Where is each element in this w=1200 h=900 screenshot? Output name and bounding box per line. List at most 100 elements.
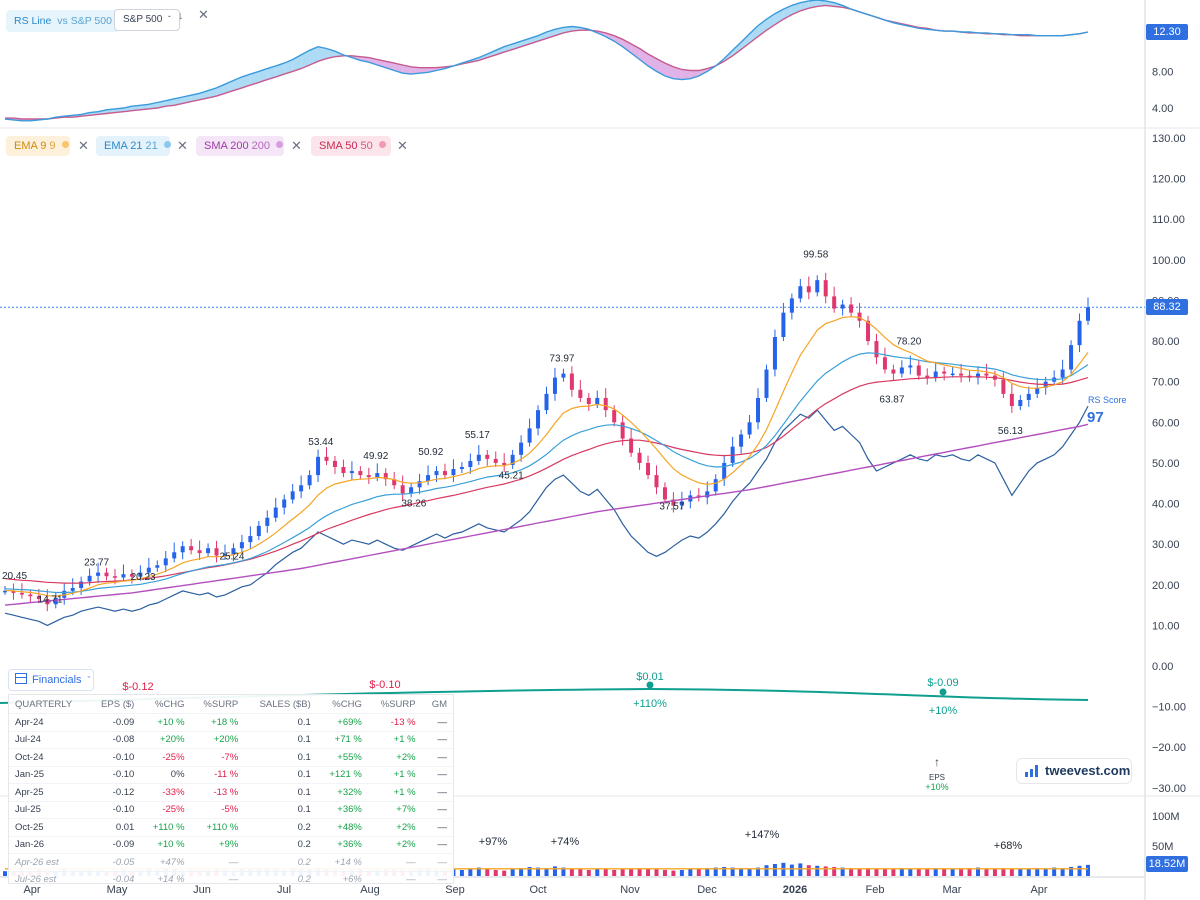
rs-line bbox=[4, 0, 1089, 122]
candle-body bbox=[96, 572, 101, 576]
table-cell: 0.1 bbox=[244, 748, 317, 766]
volume-bar bbox=[764, 865, 769, 876]
table-row[interactable]: Jul-24 -0.08 +20% +20% 0.1 +71 % +1 % — bbox=[9, 730, 453, 749]
volume-pct-label: +97% bbox=[479, 836, 508, 848]
price-label: 38.26 bbox=[401, 499, 426, 510]
volume-bar bbox=[722, 867, 727, 876]
table-cell: -0.10 bbox=[88, 748, 141, 766]
candle-body bbox=[493, 458, 498, 463]
rs-fill-segment bbox=[817, 0, 826, 7]
volume-bar bbox=[519, 868, 524, 876]
ema21-chip[interactable]: EMA 21 21 bbox=[96, 136, 171, 156]
candle-body bbox=[332, 460, 337, 467]
volume-bar bbox=[984, 868, 989, 876]
volume-bar bbox=[1018, 869, 1023, 876]
volume-axis-tick: 100M bbox=[1152, 811, 1180, 823]
volume-bar bbox=[815, 865, 820, 876]
table-row[interactable]: Jan-25 -0.10 0% -11 % 0.1 +121 % +1 % — bbox=[9, 765, 453, 784]
table-cell: -0.04 bbox=[88, 870, 141, 888]
arrow-down-icon[interactable]: ↓ bbox=[178, 10, 184, 22]
close-ema9-icon[interactable]: ✕ bbox=[78, 138, 89, 153]
sma200-chip[interactable]: SMA 200 200 bbox=[196, 136, 284, 156]
rs-line-label: RS Line bbox=[14, 15, 52, 27]
sma200-param: 200 bbox=[251, 140, 270, 152]
table-row[interactable]: Jul-25 -0.10 -25% -5% 0.1 +36% +7% — bbox=[9, 800, 453, 819]
sma50-chip[interactable]: SMA 50 50 bbox=[311, 136, 391, 156]
volume-bar bbox=[561, 867, 566, 876]
rs-fill-segment bbox=[284, 59, 293, 75]
eps-note-label: EPS bbox=[929, 773, 945, 782]
table-cell: +36% bbox=[316, 835, 368, 854]
table-row[interactable]: Apr-24 -0.09 +10 % +18 % 0.1 +69% -13 % — bbox=[9, 713, 453, 731]
candle-body bbox=[307, 475, 312, 486]
ema21-color-dot bbox=[163, 141, 171, 148]
volume-bar bbox=[925, 868, 930, 876]
candle-body bbox=[341, 466, 346, 474]
candle-body bbox=[1069, 345, 1074, 370]
close-sma200-icon[interactable]: ✕ bbox=[291, 138, 302, 153]
ema9-param: 9 bbox=[49, 140, 56, 152]
table-row[interactable]: Jul-26 est -0.04 +14 % —0.2 +6% — — bbox=[9, 870, 453, 888]
eps-marker-label: $-0.09 bbox=[927, 677, 958, 689]
candle-body bbox=[79, 581, 84, 589]
rs-fill-segment bbox=[411, 66, 420, 75]
table-cell: +2% bbox=[367, 835, 422, 854]
rs-fill-segment bbox=[360, 56, 369, 63]
table-cell: +55% bbox=[316, 748, 368, 766]
table-cell: -0.10 bbox=[88, 765, 141, 784]
volume-bar bbox=[620, 868, 625, 876]
volume-bar bbox=[1069, 867, 1074, 876]
financials-header-row: QUARTERLY EPS ($) %CHG %SURP SALES ($B) %CHG%… bbox=[9, 695, 453, 714]
volume-bar bbox=[916, 869, 921, 876]
candle-body bbox=[36, 596, 41, 599]
table-cell: -0.09 bbox=[88, 835, 141, 854]
price-label: 37.57 bbox=[659, 501, 684, 512]
price-label: 53.44 bbox=[308, 437, 333, 448]
volume-bar bbox=[1035, 868, 1040, 876]
price-axis-tick: −10.00 bbox=[1152, 702, 1186, 714]
sma200-color-dot bbox=[276, 141, 283, 148]
x-axis-label: Apr bbox=[1030, 884, 1047, 896]
eps-marker-label: $-0.10 bbox=[369, 679, 400, 691]
price-axis-tick: 10.00 bbox=[1152, 620, 1180, 632]
candle-body bbox=[468, 460, 473, 467]
table-row[interactable]: Apr-25 -0.12 -33% -13 % 0.1 +32% +1 % — bbox=[9, 783, 453, 801]
ema9-line bbox=[4, 316, 1089, 597]
rs-line-chip[interactable]: RS Line vs S&P 500 bbox=[6, 10, 120, 32]
candle-body bbox=[789, 298, 794, 313]
candle-body bbox=[172, 552, 177, 559]
table-cell: -25% bbox=[140, 800, 191, 819]
rs-fill-segment bbox=[673, 66, 682, 80]
volume-bar bbox=[654, 869, 659, 876]
volume-bar bbox=[696, 868, 701, 876]
close-sma50-icon[interactable]: ✕ bbox=[397, 138, 408, 153]
price-label: 25.24 bbox=[219, 551, 244, 562]
table-row[interactable]: Apr-26 est -0.05 +47% —0.2 +14 % — — bbox=[9, 853, 453, 871]
benchmark-select[interactable]: S&P 500 ˇ bbox=[114, 9, 180, 31]
table-row[interactable]: Jan-26 -0.09 +10 % +9% 0.2 +36% +2% — bbox=[9, 835, 453, 854]
eps-marker-dot bbox=[646, 681, 654, 689]
table-row[interactable]: Oct-25 0.01 +110 % +110 % 0.2 +48% +2% — bbox=[9, 818, 453, 836]
volume-bar bbox=[756, 867, 761, 876]
table-row[interactable]: Oct-24 -0.10 -25% -7% 0.1 +55% +2% — bbox=[9, 748, 453, 766]
table-cell: — bbox=[190, 853, 245, 871]
table-cell: 0.2 bbox=[244, 835, 317, 854]
rs-fill-segment bbox=[275, 63, 285, 77]
candle-body bbox=[129, 574, 134, 577]
volume-bar bbox=[637, 868, 642, 876]
candle-body bbox=[772, 337, 777, 370]
financials-button[interactable]: Financials ˇ bbox=[8, 669, 94, 691]
table-cell: Apr-26 est bbox=[9, 853, 89, 871]
candle-body bbox=[459, 466, 464, 470]
volume-bar bbox=[603, 869, 608, 876]
sma200-line bbox=[4, 423, 1089, 606]
table-cell: Jul-26 est bbox=[9, 870, 89, 888]
volume-bar bbox=[485, 869, 490, 876]
candle-body bbox=[155, 565, 160, 568]
table-cell: -33% bbox=[140, 783, 191, 801]
candle-body bbox=[722, 462, 727, 480]
close-rs-icon[interactable]: ✕ bbox=[198, 7, 209, 22]
close-ema21-icon[interactable]: ✕ bbox=[177, 138, 188, 153]
price-label: 56.13 bbox=[998, 426, 1023, 437]
